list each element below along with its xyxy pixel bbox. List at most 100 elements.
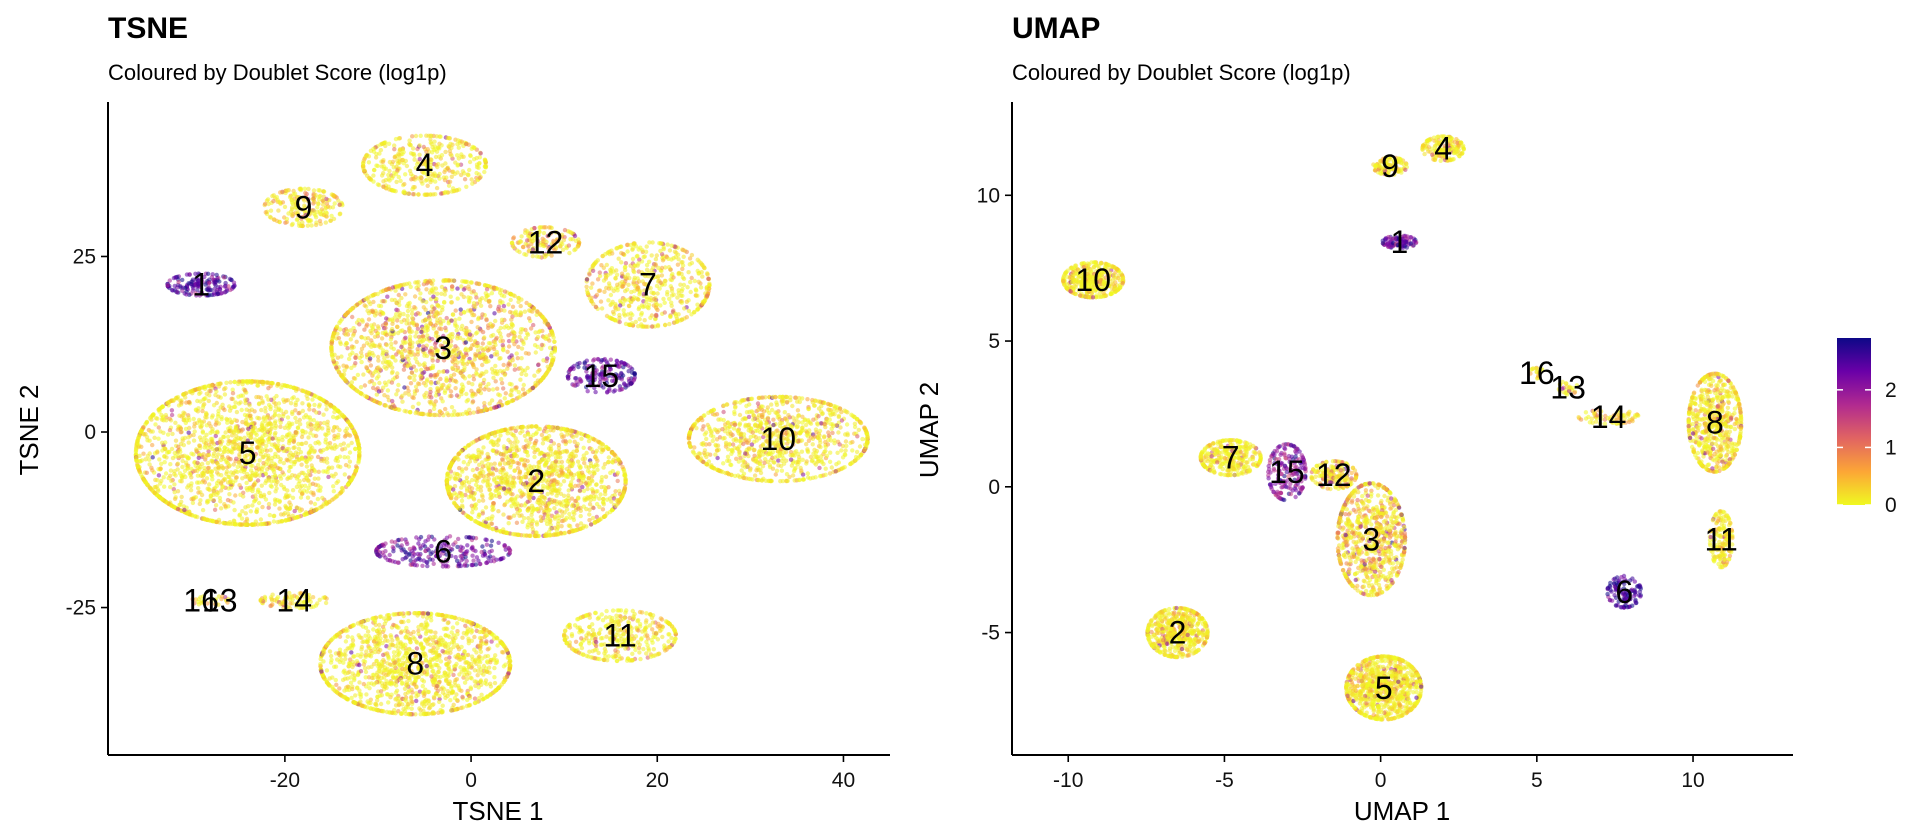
tsne-cell-point — [478, 303, 484, 308]
tsne-cell-point — [171, 275, 177, 281]
tsne-cell-point — [499, 317, 505, 322]
tsne-cell-point — [350, 314, 355, 320]
tsne-cell-point — [287, 424, 292, 429]
tsne-cell-point — [547, 519, 552, 525]
tsne-cell-point — [510, 398, 515, 403]
tsne-cell-point — [463, 340, 469, 345]
tsne-cell-point — [605, 446, 611, 451]
tsne-cell-point — [175, 461, 181, 466]
tsne-cell-point — [398, 178, 403, 184]
tsne-cell-point — [263, 452, 268, 458]
tsne-cell-point — [316, 404, 322, 409]
tsne-cell-point — [532, 373, 537, 378]
tsne-cell-point — [552, 525, 557, 531]
tsne-cell-point — [384, 342, 390, 348]
tsne-cell-point — [374, 376, 380, 381]
tsne-cell-point — [532, 533, 538, 539]
tsne-cell-point — [412, 305, 417, 310]
tsne-cell-point — [412, 377, 417, 383]
tsne-cell-point — [184, 272, 190, 277]
tsne-cell-point — [575, 459, 581, 464]
tsne-cell-point — [355, 302, 360, 307]
tsne-cell-point — [377, 151, 382, 156]
tsne-cell-point — [329, 341, 334, 346]
tsne-cell-point — [591, 505, 596, 511]
tsne-cell-point — [421, 362, 426, 368]
tsne-cell-point — [502, 502, 507, 508]
tsne-cell-point — [340, 375, 346, 380]
tsne-cell-point — [406, 356, 411, 362]
tsne-cell-point — [432, 139, 437, 144]
tsne-cell-point — [487, 401, 492, 406]
tsne-cell-point — [401, 189, 407, 194]
tsne-cell-point — [521, 533, 527, 538]
tsne-cell-point — [369, 397, 374, 402]
tsne-cell-point — [432, 373, 437, 378]
tsne-cell-point — [402, 317, 407, 323]
tsne-cell-point — [244, 421, 249, 426]
tsne-cell-point — [165, 432, 171, 437]
tsne-cell-point — [452, 412, 457, 417]
tsne-cell-point — [567, 511, 572, 517]
tsne-cell-point — [216, 394, 221, 399]
tsne-cell-point — [347, 433, 353, 438]
tsne-cell-point — [621, 490, 626, 495]
tsne-cell-point — [389, 317, 395, 322]
tsne-cell-point — [416, 283, 421, 288]
tsne-cell-point — [266, 501, 272, 507]
tsne-cell-point — [476, 512, 482, 517]
tsne-cell-point — [401, 149, 406, 155]
tsne-cell-point — [380, 360, 386, 365]
tsne-cell-point — [222, 392, 228, 397]
tsne-cell-point — [481, 470, 486, 475]
tsne-cell-point — [211, 453, 216, 459]
tsne-cell-point — [493, 363, 498, 369]
tsne-cell-point — [492, 461, 497, 466]
tsne-cell-point — [449, 318, 454, 323]
tsne-cell-point — [361, 158, 366, 164]
tsne-cell-point — [516, 395, 521, 400]
tsne-cell-point — [550, 452, 555, 457]
tsne-cell-point — [551, 484, 557, 489]
tsne-cell-point — [395, 324, 400, 330]
tsne-cell-point — [546, 454, 551, 459]
tsne-cell-point — [488, 406, 493, 411]
tsne-cell-point — [197, 272, 202, 277]
tsne-cell-point — [485, 451, 490, 457]
tsne-cell-point — [591, 471, 597, 476]
tsne-cell-point — [259, 483, 264, 488]
tsne-cell-point — [227, 276, 233, 282]
tsne-cell-point — [615, 478, 620, 484]
tsne-cell-point — [601, 465, 606, 470]
tsne-cell-point — [371, 343, 376, 348]
tsne-cell-point — [263, 409, 268, 414]
tsne-cell-point — [520, 387, 526, 392]
tsne-cell-point — [176, 279, 181, 285]
tsne-cell-point — [497, 393, 503, 398]
tsne-cell-point — [525, 508, 531, 513]
tsne-cell-point — [559, 524, 564, 529]
tsne-cell-point — [499, 293, 504, 298]
tsne-cell-point — [270, 436, 275, 441]
tsne-cell-point — [379, 173, 385, 178]
tsne-cell-point — [385, 388, 391, 393]
tsne-cell-point — [568, 515, 573, 520]
tsne-cell-point — [586, 476, 591, 481]
tsne-cell-point — [287, 500, 292, 505]
tsne-cell-point — [609, 508, 615, 513]
tsne-cell-point — [498, 331, 503, 336]
tsne-cell-point — [512, 363, 518, 368]
tsne-cell-point — [200, 405, 206, 410]
tsne-cell-point — [352, 329, 357, 334]
tsne-cell-point — [564, 466, 570, 472]
tsne-cell-point — [597, 496, 602, 501]
tsne-cell-point — [384, 332, 389, 338]
tsne-cell-point — [356, 458, 361, 464]
tsne-cell-point — [474, 520, 480, 525]
tsne-cell-point — [448, 141, 453, 147]
tsne-cell-point — [413, 384, 419, 389]
tsne-cell-point — [326, 465, 332, 470]
tsne-cell-point — [476, 406, 481, 411]
tsne-cell-point — [342, 446, 348, 451]
